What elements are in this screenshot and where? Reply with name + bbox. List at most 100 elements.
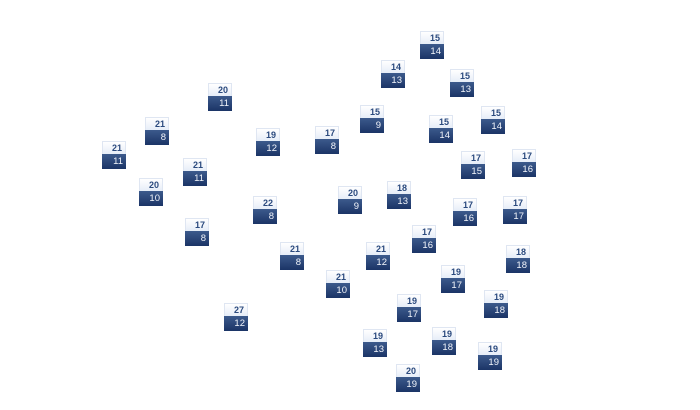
marker-top-value: 14	[381, 60, 405, 73]
map-marker-label[interactable]: 20 9	[338, 186, 362, 214]
marker-bottom-value: 11	[183, 171, 207, 186]
marker-top-value: 21	[326, 270, 350, 283]
map-marker-label[interactable]: 18 18	[506, 245, 530, 273]
marker-top-value: 19	[363, 329, 387, 342]
map-marker-label[interactable]: 19 13	[363, 329, 387, 357]
map-marker-label[interactable]: 20 11	[208, 83, 232, 111]
marker-bottom-value: 18	[432, 340, 456, 355]
map-marker-label[interactable]: 17 8	[185, 218, 209, 246]
marker-bottom-value: 19	[396, 377, 420, 392]
marker-top-value: 15	[450, 69, 474, 82]
marker-bottom-value: 8	[145, 130, 169, 145]
marker-bottom-value: 9	[338, 199, 362, 214]
marker-bottom-value: 10	[326, 283, 350, 298]
marker-top-value: 21	[145, 117, 169, 130]
marker-bottom-value: 12	[224, 316, 248, 331]
map-marker-label[interactable]: 27 12	[224, 303, 248, 331]
map-marker-label[interactable]: 17 15	[461, 151, 485, 179]
marker-top-value: 20	[208, 83, 232, 96]
marker-bottom-value: 18	[506, 258, 530, 273]
map-marker-label[interactable]: 15 9	[360, 105, 384, 133]
marker-bottom-value: 16	[512, 162, 536, 177]
marker-top-value: 27	[224, 303, 248, 316]
marker-top-value: 20	[338, 186, 362, 199]
marker-bottom-value: 16	[412, 238, 436, 253]
map-marker-label[interactable]: 17 16	[453, 198, 477, 226]
marker-bottom-value: 13	[387, 194, 411, 209]
marker-top-value: 17	[412, 225, 436, 238]
map-marker-label[interactable]: 19 19	[478, 342, 502, 370]
marker-top-value: 21	[102, 141, 126, 154]
marker-bottom-value: 14	[481, 119, 505, 134]
marker-top-value: 18	[387, 181, 411, 194]
marker-bottom-value: 15	[461, 164, 485, 179]
marker-top-value: 18	[506, 245, 530, 258]
marker-top-value: 21	[366, 242, 390, 255]
marker-top-value: 19	[478, 342, 502, 355]
marker-top-value: 21	[183, 158, 207, 171]
marker-top-value: 15	[360, 105, 384, 118]
marker-bottom-value: 11	[208, 96, 232, 111]
marker-bottom-value: 13	[381, 73, 405, 88]
map-marker-label[interactable]: 21 8	[280, 242, 304, 270]
marker-top-value: 17	[512, 149, 536, 162]
marker-top-value: 21	[280, 242, 304, 255]
marker-top-value: 20	[396, 364, 420, 377]
marker-bottom-value: 8	[280, 255, 304, 270]
marker-top-value: 15	[420, 31, 444, 44]
map-marker-label[interactable]: 19 17	[397, 294, 421, 322]
map-marker-label[interactable]: 15 14	[429, 115, 453, 143]
marker-bottom-value: 17	[397, 307, 421, 322]
map-marker-label[interactable]: 17 16	[512, 149, 536, 177]
marker-top-value: 17	[315, 126, 339, 139]
marker-bottom-value: 10	[139, 191, 163, 206]
map-marker-label[interactable]: 19 18	[432, 327, 456, 355]
map-marker-label[interactable]: 20 19	[396, 364, 420, 392]
map-marker-label[interactable]: 21 11	[183, 158, 207, 186]
map-marker-label[interactable]: 17 17	[503, 196, 527, 224]
map-marker-label[interactable]: 21 11	[102, 141, 126, 169]
marker-top-value: 15	[429, 115, 453, 128]
map-marker-label[interactable]: 14 13	[381, 60, 405, 88]
map-marker-label[interactable]: 15 14	[420, 31, 444, 59]
marker-bottom-value: 17	[503, 209, 527, 224]
map-marker-label[interactable]: 20 10	[139, 178, 163, 206]
marker-bottom-value: 8	[253, 209, 277, 224]
marker-top-value: 15	[481, 106, 505, 119]
marker-bottom-value: 19	[478, 355, 502, 370]
map-marker-label[interactable]: 21 10	[326, 270, 350, 298]
map-marker-label[interactable]: 15 14	[481, 106, 505, 134]
marker-top-value: 17	[453, 198, 477, 211]
map-marker-label[interactable]: 17 8	[315, 126, 339, 154]
marker-bottom-value: 18	[484, 303, 508, 318]
marker-top-value: 19	[397, 294, 421, 307]
marker-bottom-value: 11	[102, 154, 126, 169]
marker-bottom-value: 14	[429, 128, 453, 143]
marker-bottom-value: 9	[360, 118, 384, 133]
marker-top-value: 22	[253, 196, 277, 209]
marker-bottom-value: 13	[363, 342, 387, 357]
marker-top-value: 17	[185, 218, 209, 231]
marker-bottom-value: 17	[441, 278, 465, 293]
marker-top-value: 20	[139, 178, 163, 191]
map-marker-label[interactable]: 19 12	[256, 128, 280, 156]
map-marker-label[interactable]: 21 12	[366, 242, 390, 270]
marker-top-value: 19	[256, 128, 280, 141]
marker-top-value: 19	[432, 327, 456, 340]
marker-top-value: 17	[461, 151, 485, 164]
map-marker-label[interactable]: 19 17	[441, 265, 465, 293]
marker-bottom-value: 16	[453, 211, 477, 226]
map-marker-label[interactable]: 21 8	[145, 117, 169, 145]
map-marker-label[interactable]: 18 13	[387, 181, 411, 209]
marker-bottom-value: 14	[420, 44, 444, 59]
map-marker-label[interactable]: 15 13	[450, 69, 474, 97]
map-marker-label[interactable]: 22 8	[253, 196, 277, 224]
marker-top-value: 19	[484, 290, 508, 303]
marker-bottom-value: 12	[256, 141, 280, 156]
marker-top-value: 17	[503, 196, 527, 209]
marker-bottom-value: 13	[450, 82, 474, 97]
map-marker-label[interactable]: 19 18	[484, 290, 508, 318]
marker-bottom-value: 8	[185, 231, 209, 246]
map-marker-label[interactable]: 17 16	[412, 225, 436, 253]
marker-bottom-value: 8	[315, 139, 339, 154]
